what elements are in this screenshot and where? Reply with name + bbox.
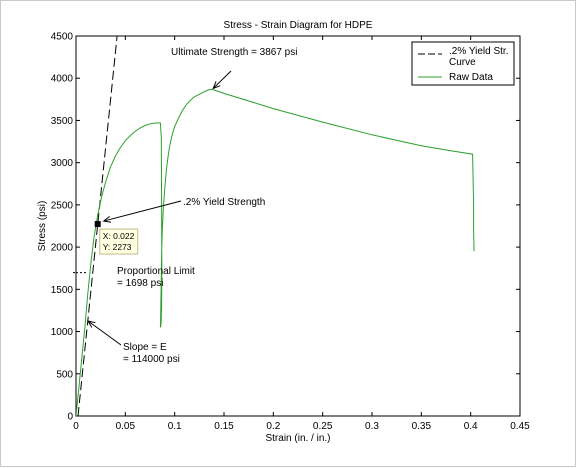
datatip-box — [99, 228, 139, 255]
datatip-marker — [94, 221, 101, 228]
datatip-y: Y: 2273 — [103, 242, 132, 252]
legend-label-yield-2: Curve — [449, 57, 476, 68]
series-yield-curve — [77, 36, 118, 416]
slope-arrow — [88, 321, 122, 346]
plot-area — [75, 35, 521, 417]
ultimate-strength-arrow — [213, 70, 232, 88]
x-tick-label: 0.15 — [214, 421, 234, 432]
series-raw-data — [76, 88, 475, 416]
y-tick-label: 3500 — [51, 116, 74, 127]
x-tick-label: 0.35 — [412, 421, 432, 432]
y-tick-label: 4000 — [51, 74, 74, 85]
x-tick-label: 0.05 — [116, 421, 136, 432]
x-tick-label: 0.45 — [510, 421, 530, 432]
y-tick-label: 3000 — [51, 158, 74, 169]
yield-strength-arrow — [104, 200, 182, 221]
x-tick-label: 0.1 — [168, 421, 182, 432]
annotation-slope: Slope = E — [123, 342, 167, 353]
x-tick-label: 0 — [73, 421, 79, 432]
x-tick-label: 0.4 — [464, 421, 478, 432]
x-axis-label: Strain (in. / in.) — [265, 433, 330, 444]
legend-label-yield: .2% Yield Str. — [449, 46, 508, 57]
y-tick-label: 1500 — [51, 285, 74, 296]
y-tick-label: 1000 — [51, 327, 74, 338]
annotation-ultimate-strength: Ultimate Strength = 3867 psi — [171, 47, 297, 58]
y-tick-label: 500 — [56, 369, 73, 380]
annotation-slope-value: = 114000 psi — [123, 354, 180, 365]
annotation-proportional-limit: Proportional Limit — [117, 266, 195, 277]
y-tick-label: 4500 — [51, 32, 74, 43]
y-axis-label: Stress (psi) — [37, 201, 48, 252]
x-tick-label: 0.3 — [365, 421, 379, 432]
chart-title: Stress - Strain Diagram for HDPE — [224, 20, 373, 31]
annotation-proportional-limit-value: = 1698 psi — [117, 278, 163, 289]
legend-box — [411, 41, 515, 86]
y-tick-label: 2000 — [51, 243, 74, 254]
x-tick-label: 0.2 — [266, 421, 280, 432]
datatip-x: X: 0.022 — [103, 231, 135, 241]
y-tick-label: 0 — [67, 412, 73, 423]
x-tick-label: 0.25 — [313, 421, 333, 432]
legend-label-raw: Raw Data — [449, 72, 493, 83]
y-tick-label: 2500 — [51, 200, 74, 211]
annotation-yield-strength: .2% Yield Strength — [183, 197, 265, 208]
